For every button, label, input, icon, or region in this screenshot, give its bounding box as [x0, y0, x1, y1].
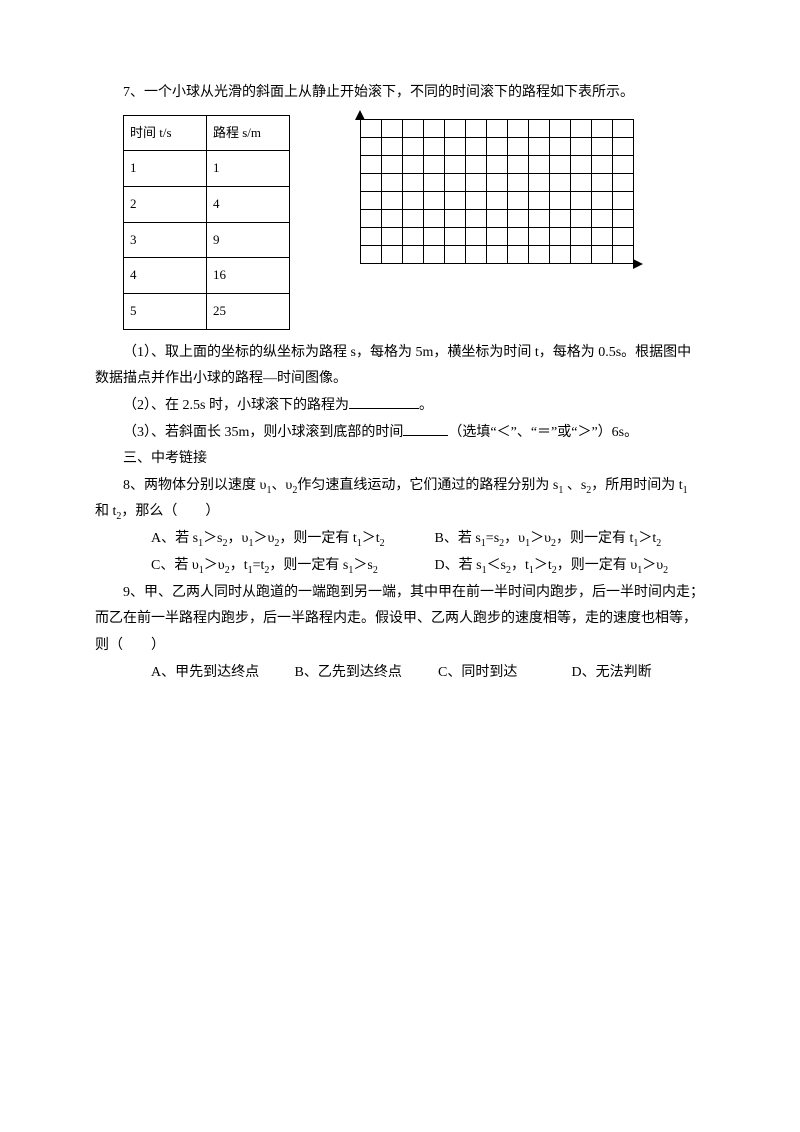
- q8-option-c[interactable]: C、若 υ1＞υ2，t1=t2，则一定有 s1＞s2: [123, 553, 403, 580]
- table-row: 39: [124, 222, 290, 258]
- q8-options-row2: C、若 υ1＞υ2，t1=t2，则一定有 s1＞s2 D、若 s1＜s2，t1＞…: [95, 553, 705, 580]
- table-row: 525: [124, 294, 290, 330]
- table-row: 24: [124, 186, 290, 222]
- q8-option-a[interactable]: A、若 s1＞s2，υ1＞υ2，则一定有 t1＞t2: [123, 526, 403, 553]
- q7-visual-row: 时间 t/s 路程 s/m 11 24 39 416 525: [123, 115, 705, 330]
- blank-field[interactable]: [349, 394, 419, 409]
- q9-option-b[interactable]: B、乙先到达终点: [267, 660, 407, 687]
- q9-stem: 9、甲、乙两人同时从跑道的一端跑到另一端，其中甲在前一半时间内跑步，后一半时间内…: [95, 580, 705, 660]
- table-row: 11: [124, 151, 290, 187]
- x-axis-arrow-icon: [633, 259, 643, 269]
- q7-sub2-text-a: （2）、在 2.5s 时，小球滚下的路程为: [123, 398, 349, 413]
- blank-field[interactable]: [403, 421, 448, 436]
- q7-stem: 7、一个小球从光滑的斜面上从静止开始滚下，不同的时间滚下的路程如下表所示。: [95, 80, 705, 107]
- q9-option-c[interactable]: C、同时到达: [410, 660, 540, 687]
- table-row: 416: [124, 258, 290, 294]
- y-axis-arrow-icon: [355, 110, 365, 120]
- th-dist: 路程 s/m: [207, 115, 290, 151]
- q7-sub2-text-b: 。: [419, 398, 433, 413]
- q7-blank-grid: [360, 119, 634, 264]
- q7-data-table: 时间 t/s 路程 s/m 11 24 39 416 525: [123, 115, 290, 330]
- q9-option-a[interactable]: A、甲先到达终点: [123, 660, 263, 687]
- q8-option-d[interactable]: D、若 s1＜s2，t1＞t2，则一定有 υ1＞υ2: [407, 553, 669, 580]
- q8-options-row1: A、若 s1＞s2，υ1＞υ2，则一定有 t1＞t2 B、若 s1=s2，υ1＞…: [95, 526, 705, 553]
- grid-cells: [360, 119, 634, 264]
- th-time: 时间 t/s: [124, 115, 207, 151]
- q7-sub3: （3）、若斜面长 35m，则小球滚到底部的时间 （选填“＜”、“＝”或“＞”）6s…: [95, 420, 705, 447]
- q7-sub3-text-a: （3）、若斜面长 35m，则小球滚到底部的时间: [123, 425, 403, 440]
- q7-sub1: （1）、取上面的坐标的纵坐标为路程 s，每格为 5m，横坐标为时间 t，每格为 …: [95, 340, 705, 393]
- table-header-row: 时间 t/s 路程 s/m: [124, 115, 290, 151]
- worksheet-page: 7、一个小球从光滑的斜面上从静止开始滚下，不同的时间滚下的路程如下表所示。 时间…: [0, 0, 800, 1132]
- q8-stem: 8、两物体分别以速度 υ1、υ2作匀速直线运动，它们通过的路程分别为 s1 、s…: [95, 473, 705, 527]
- section-3-heading: 三、中考链接: [95, 446, 705, 473]
- q9-option-d[interactable]: D、无法判断: [544, 660, 652, 687]
- q8-option-b[interactable]: B、若 s1=s2，υ1＞υ2，则一定有 t1＞t2: [407, 526, 662, 553]
- q9-options: A、甲先到达终点 B、乙先到达终点 C、同时到达 D、无法判断: [95, 660, 705, 687]
- q7-sub2: （2）、在 2.5s 时，小球滚下的路程为 。: [95, 393, 705, 420]
- q7-sub3-text-b: （选填“＜”、“＝”或“＞”）6s。: [448, 425, 638, 440]
